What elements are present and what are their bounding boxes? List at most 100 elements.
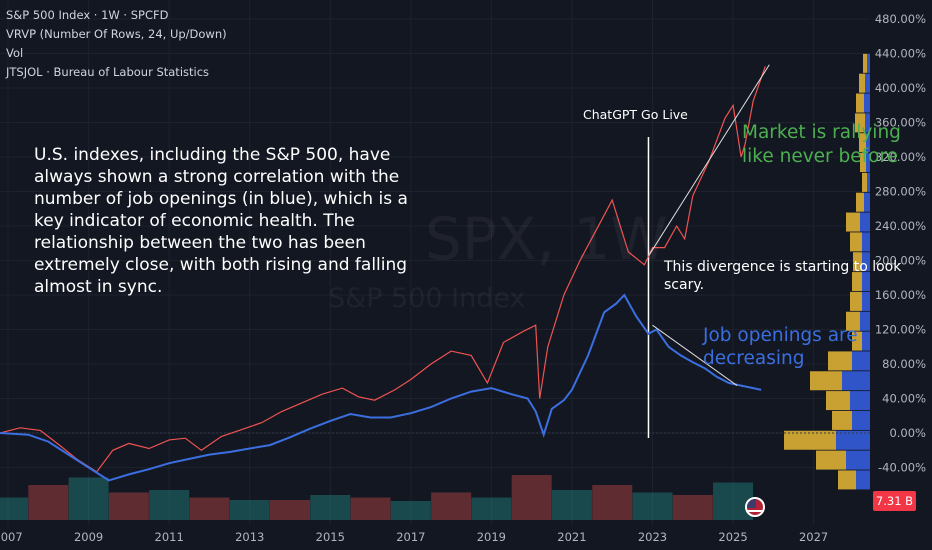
y-tick-label: -40.00% <box>878 461 926 475</box>
vrvp-bar-down <box>867 172 870 192</box>
volume-bar <box>511 475 552 520</box>
volume-badge: 7.31 B <box>873 491 916 511</box>
volume-bar <box>310 495 351 520</box>
volume-bar <box>672 495 713 520</box>
vrvp-bar-up <box>863 53 867 73</box>
vrvp-bar-down <box>862 272 870 292</box>
vrvp-bar-down <box>850 391 870 411</box>
x-tick-label: 2027 <box>799 530 828 544</box>
x-axis[interactable]: 2007 2009 2011 2013 2015 2017 2019 2021 2023 2025… <box>0 525 932 550</box>
y-axis[interactable]: 480.00% 440.00% 400.00% 360.00% 320.00% 280.0… <box>875 12 926 475</box>
us-flag-icon[interactable] <box>745 497 765 517</box>
vrvp-bar-down <box>864 93 870 113</box>
x-tick-label: 2021 <box>557 530 586 544</box>
volume-bar <box>189 497 230 520</box>
legend-vrvp[interactable]: VRVP (Number Of Rows, 24, Up/Down) <box>6 27 227 41</box>
x-tick-label: 2011 <box>155 530 184 544</box>
vrvp-bar-up <box>859 133 866 153</box>
volume-bar <box>270 500 310 520</box>
vrvp-bar-up <box>859 73 865 93</box>
vrvp-bar-up <box>850 291 862 311</box>
annotation-divergence: This divergence is starting to look scar… <box>664 259 902 293</box>
vrvp-bar-down <box>862 291 870 311</box>
vrvp-bar-down <box>836 430 870 450</box>
vrvp-bar-up <box>810 371 842 391</box>
x-axis-background <box>0 525 932 550</box>
x-tick-label: 2015 <box>316 530 345 544</box>
volume-bar <box>471 497 512 520</box>
y-tick-label: 480.00% <box>875 12 926 26</box>
y-tick-label: 120.00% <box>875 323 926 337</box>
annotation-jobs: Job openings are decreasing <box>703 325 858 369</box>
vrvp-bar-up <box>846 212 860 232</box>
volume-bar <box>108 492 149 520</box>
volume-profile <box>784 53 870 490</box>
series-line-jobs <box>0 293 762 482</box>
watermark-ticker: SPX, 1W <box>425 205 668 273</box>
vrvp-bar-up <box>860 153 866 173</box>
vrvp-bar-up <box>852 331 862 351</box>
x-tick-label: 2017 <box>396 530 425 544</box>
annotation-main: U.S. indexes, including the S&P 500, hav… <box>34 145 408 297</box>
vrvp-bar-down <box>866 133 870 153</box>
legend-symbol[interactable]: S&P 500 Index · 1W · SPCFD <box>6 8 169 22</box>
x-tick-label: 2007 <box>0 530 23 544</box>
vrvp-bar-up <box>862 172 867 192</box>
volume-bar <box>68 477 109 520</box>
vrvp-bar-down <box>860 311 870 331</box>
vrvp-bar-up <box>856 192 864 212</box>
y-tick-label: 320.00% <box>875 150 926 164</box>
volume-bar <box>0 497 29 520</box>
vrvp-bar-up <box>853 252 862 272</box>
grid-lines <box>0 0 870 525</box>
vrvp-bar-up <box>850 232 862 252</box>
volume-bar <box>390 501 431 520</box>
annotation-chatgpt: ChatGPT Go Live <box>583 107 688 122</box>
y-tick-label: 0.00% <box>889 426 926 440</box>
vrvp-bar-down <box>846 450 870 470</box>
vrvp-bar-down <box>862 252 870 272</box>
vrvp-bar-down <box>866 153 870 173</box>
y-tick-label: 200.00% <box>875 254 926 268</box>
y-tick-label: 80.00% <box>882 357 926 371</box>
watermark-name: S&P 500 Index <box>328 283 526 314</box>
volume-bar <box>229 500 270 520</box>
market-trend-arrow <box>648 64 770 257</box>
vrvp-bar-up <box>852 272 862 292</box>
volume-bar <box>350 497 391 520</box>
volume-bar <box>592 485 633 520</box>
vrvp-bar-down <box>862 331 870 351</box>
vrvp-bar-up <box>838 470 856 490</box>
vrvp-bar-down <box>852 410 870 430</box>
vrvp-bar-up <box>856 93 864 113</box>
annotation-market: Market is rallying like never before <box>742 122 901 167</box>
x-tick-label: 2025 <box>718 530 747 544</box>
vrvp-bar-down <box>865 73 870 93</box>
vrvp-bar-down <box>860 212 870 232</box>
volume-bar <box>149 490 190 520</box>
legend-vol[interactable]: Vol <box>6 46 24 60</box>
y-tick-label: 280.00% <box>875 185 926 199</box>
y-tick-label: 40.00% <box>882 392 926 406</box>
volume-bar <box>28 485 69 520</box>
vrvp-bar-up <box>826 391 850 411</box>
vrvp-bar-down <box>856 470 870 490</box>
vrvp-bar-up <box>828 351 852 371</box>
legend-jobs[interactable]: JTSJOL · Bureau of Labour Statistics <box>6 65 210 79</box>
volume-bar <box>632 492 673 520</box>
vrvp-bar-up <box>816 450 846 470</box>
y-tick-label: 360.00% <box>875 116 926 130</box>
y-tick-label: 160.00% <box>875 288 926 302</box>
series-line-spx <box>0 66 766 473</box>
x-tick-label: 2019 <box>477 530 506 544</box>
volume-bar <box>551 490 592 520</box>
vrvp-bar-up <box>832 410 852 430</box>
vrvp-bar-up <box>784 430 836 450</box>
volume-bars <box>0 475 754 520</box>
vrvp-bar-down <box>867 53 870 73</box>
x-tick-label: 2023 <box>638 530 667 544</box>
chart-legend: S&P 500 Index · 1W · SPCFD VRVP (Number … <box>6 6 227 82</box>
vrvp-bar-down <box>842 371 870 391</box>
